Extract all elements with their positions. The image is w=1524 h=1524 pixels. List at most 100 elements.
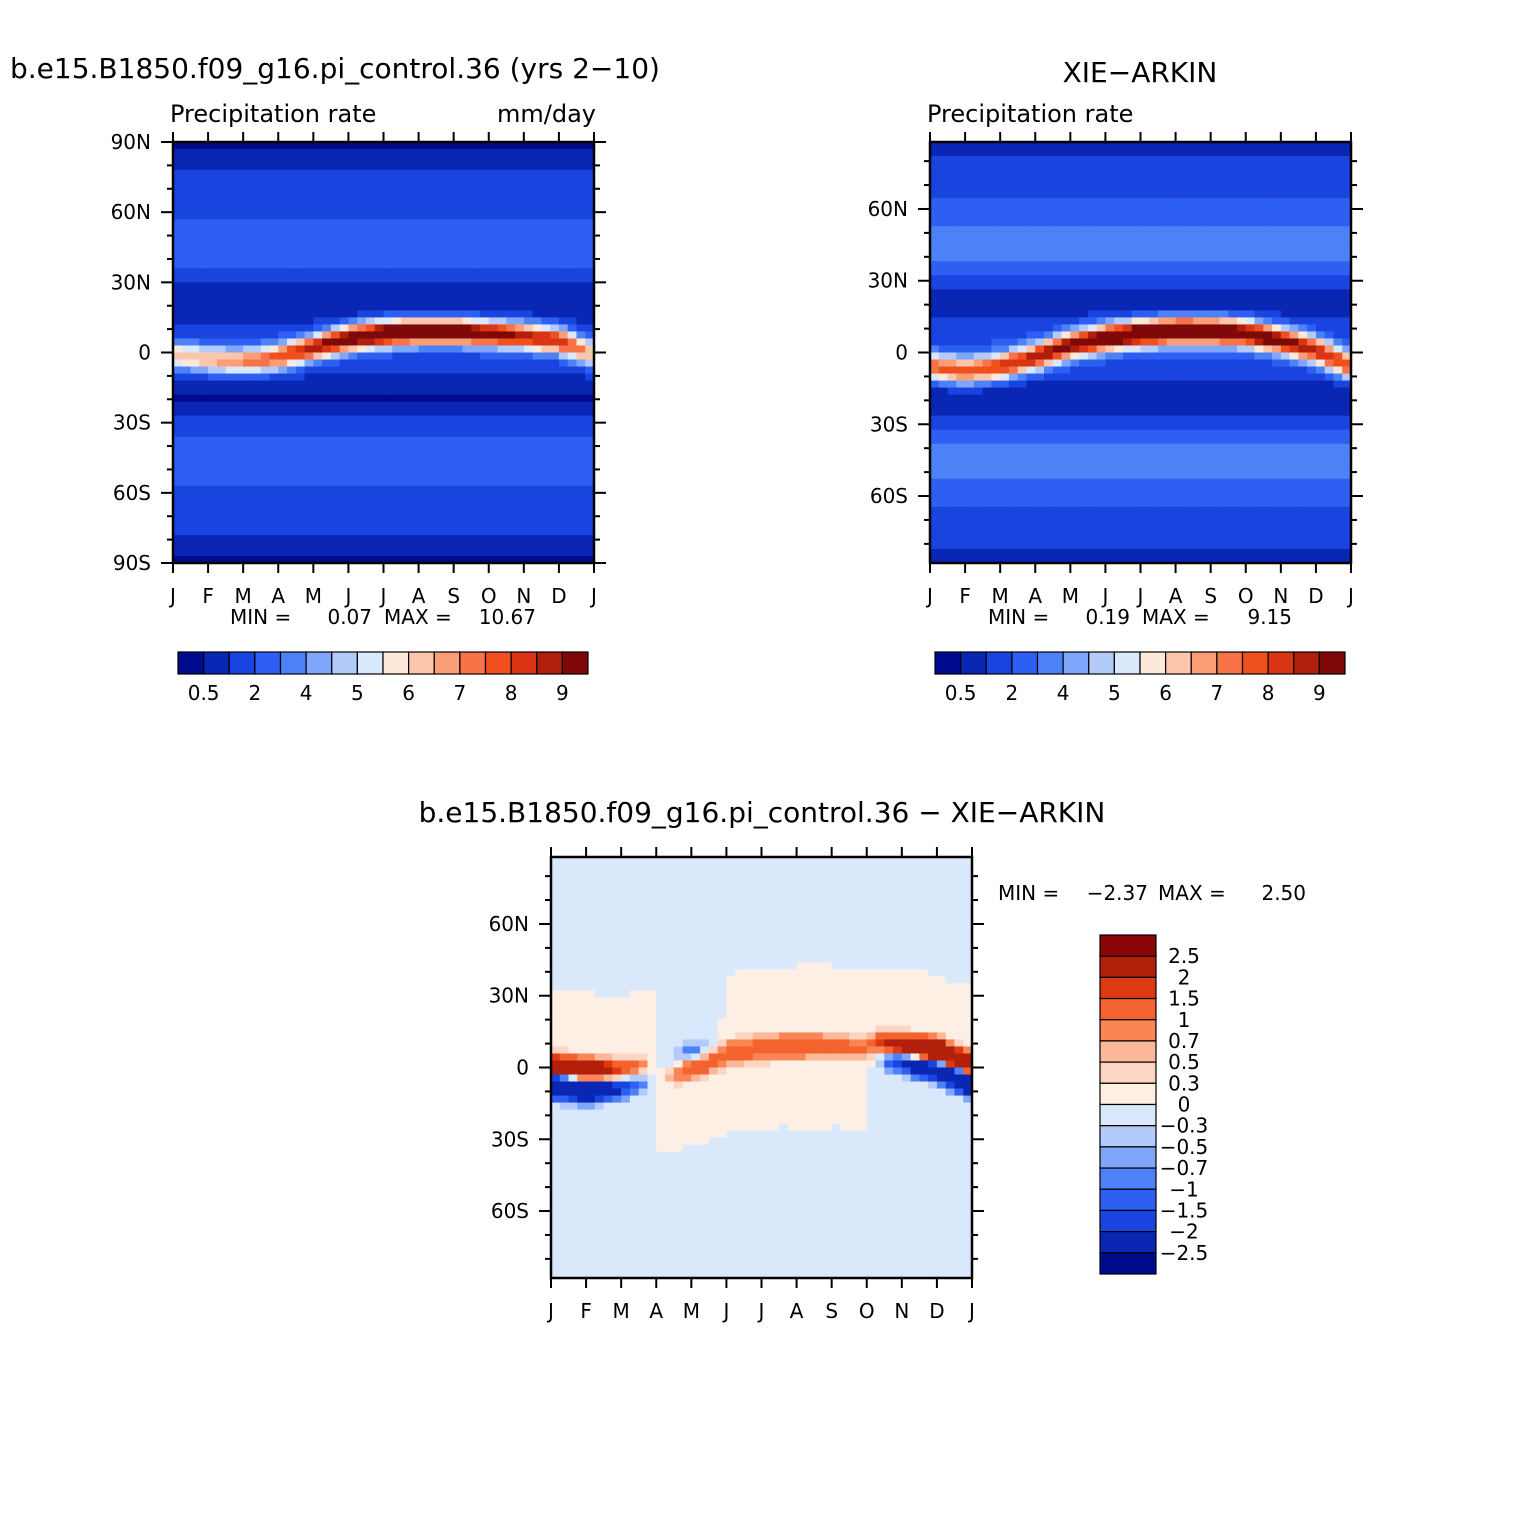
obs-heatmap-cell	[1017, 303, 1028, 311]
model-heatmap-cell	[576, 170, 586, 178]
obs-heatmap-cell	[1158, 422, 1168, 431]
model-heatmap-cell	[550, 198, 560, 206]
obs-heatmap-cell	[1236, 254, 1247, 262]
model-heatmap-cell	[523, 212, 534, 220]
obs-heatmap-cell	[1061, 401, 1071, 410]
model-heatmap-cell	[260, 303, 271, 311]
model-heatmap-cell	[585, 303, 595, 311]
obs-heatmap-cell	[938, 184, 949, 192]
obs-heatmap-cell	[1061, 170, 1071, 178]
model-heatmap-cell	[436, 464, 446, 473]
obs-heatmap-cell	[1272, 359, 1282, 368]
model-heatmap-cell	[278, 156, 288, 164]
model-heatmap-cell	[357, 289, 367, 297]
obs-heatmap-cell	[1307, 331, 1317, 340]
model-heatmap-cell	[208, 506, 218, 515]
model-heatmap-cell	[225, 275, 235, 283]
model-heatmap-cell	[558, 282, 569, 290]
model-heatmap-cell	[304, 142, 314, 150]
model-heatmap-cell	[392, 513, 402, 522]
model-heatmap-cell	[330, 436, 341, 445]
obs-heatmap-cell	[991, 163, 1001, 171]
model-heatmap-cell	[462, 233, 472, 241]
obs-subtitle-left: Precipitation rate	[927, 100, 1133, 128]
model-heatmap-cell	[409, 471, 420, 480]
obs-heatmap-cell	[938, 401, 949, 410]
obs-heatmap-cell	[1184, 177, 1194, 185]
model-heatmap-cell	[374, 240, 385, 248]
model-heatmap-cell	[418, 415, 428, 424]
obs-heatmap-cell	[1263, 380, 1273, 389]
obs-heatmap-cell	[947, 219, 957, 227]
model-heatmap-cell	[357, 317, 367, 326]
model-heatmap-cell	[225, 443, 235, 452]
model-heatmap-cell	[243, 247, 253, 255]
model-heatmap-cell	[365, 387, 376, 396]
model-heatmap-cell	[251, 191, 262, 199]
obs-heatmap-cell	[956, 149, 966, 157]
obs-heatmap-cell	[1184, 212, 1194, 220]
model-heatmap-cell	[322, 450, 332, 459]
model-heatmap-cell	[444, 359, 455, 368]
obs-heatmap-cell	[1114, 156, 1124, 164]
obs-heatmap-cell	[1052, 359, 1063, 368]
model-heatmap-cell	[225, 247, 235, 255]
obs-heatmap-cell	[947, 345, 957, 354]
obs-heatmap-cell	[1263, 247, 1273, 255]
obs-heatmap-cell	[1342, 219, 1352, 227]
obs-heatmap-cell	[1000, 310, 1010, 319]
model-heatmap-cell	[532, 240, 542, 248]
model-heatmap-cell	[278, 422, 288, 431]
model-stats: MIN = 0.07 MAX = 10.67	[230, 605, 536, 629]
model-heatmap-cell	[313, 457, 323, 466]
model-heatmap-cell	[479, 429, 490, 438]
obs-heatmap-cell	[965, 149, 975, 157]
obs-heatmap-cell	[1087, 226, 1098, 234]
obs-heatmap-cell	[1008, 289, 1019, 297]
obs-heatmap-cell	[1315, 142, 1326, 150]
model-heatmap-cell	[243, 506, 253, 515]
obs-heatmap-cell	[1175, 373, 1185, 382]
model-heatmap-cell	[295, 247, 306, 255]
model-heatmap-cell	[260, 534, 271, 543]
obs-heatmap-cell	[1201, 415, 1212, 424]
model-heatmap-cell	[287, 226, 297, 234]
model-heatmap-cell	[216, 506, 227, 515]
model-heatmap-cell	[532, 226, 542, 234]
model-heatmap-cell	[269, 142, 279, 150]
obs-heatmap-cell	[982, 205, 992, 213]
model-heatmap-cell	[541, 359, 551, 368]
model-heatmap-cell	[365, 401, 376, 410]
model-heatmap-cell	[348, 352, 358, 361]
model-heatmap-cell	[418, 541, 428, 550]
obs-heatmap-cell	[1158, 177, 1168, 185]
model-heatmap-cell	[506, 527, 516, 536]
model-heatmap-cell	[339, 429, 350, 438]
model-heatmap-cell	[418, 513, 428, 522]
obs-heatmap-cell	[956, 331, 966, 340]
model-heatmap-cell	[199, 233, 209, 241]
model-heatmap-cell	[339, 373, 350, 382]
obs-heatmap-cell	[1105, 240, 1115, 248]
model-heatmap-cell	[295, 303, 306, 311]
model-heatmap-cell	[383, 149, 393, 157]
obs-heatmap-cell	[1140, 366, 1150, 375]
obs-heatmap-cell	[1307, 205, 1317, 213]
model-heatmap-cell	[269, 443, 279, 452]
model-heatmap-cell	[287, 303, 297, 311]
model-heatmap-cell	[427, 506, 437, 515]
model-heatmap-cell	[190, 457, 200, 466]
obs-heatmap-cell	[1035, 303, 1045, 311]
model-heatmap-cell	[269, 513, 279, 522]
obs-heatmap-cell	[1201, 149, 1212, 157]
model-heatmap-cell	[322, 387, 332, 396]
obs-heatmap-cell	[1228, 310, 1238, 319]
obs-heatmap-cell	[1184, 310, 1194, 319]
obs-heatmap-cell	[947, 205, 957, 213]
model-heatmap-cell	[322, 198, 332, 206]
model-heatmap-cell	[330, 163, 341, 171]
model-heatmap-cell	[234, 324, 244, 333]
obs-heatmap-cell	[1342, 247, 1352, 255]
obs-heatmap-cell	[1026, 240, 1036, 248]
obs-heatmap-cell	[1017, 359, 1028, 368]
